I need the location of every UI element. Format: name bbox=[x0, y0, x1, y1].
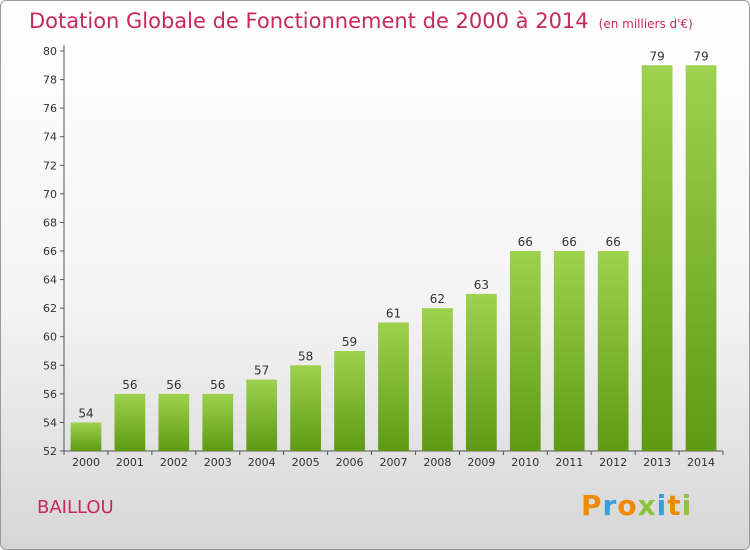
commune-name: BAILLOU bbox=[37, 497, 114, 518]
bars bbox=[70, 65, 717, 452]
x-tick-label: 2008 bbox=[423, 456, 451, 469]
bar-2003 bbox=[202, 393, 234, 451]
logo-letter: i bbox=[681, 489, 693, 522]
y-tick-label: 70 bbox=[43, 188, 57, 201]
bar-2005 bbox=[290, 365, 322, 451]
bar-2010 bbox=[509, 251, 541, 451]
bar-2007 bbox=[378, 322, 409, 451]
data-label: 56 bbox=[122, 378, 137, 392]
chart-subtitle: (en milliers d'€) bbox=[598, 17, 693, 31]
bar-2008 bbox=[422, 308, 453, 451]
bar-2000 bbox=[70, 422, 102, 451]
logo-letter: o bbox=[617, 489, 638, 522]
y-tick-label: 52 bbox=[43, 445, 57, 458]
x-tick-label: 2013 bbox=[643, 456, 671, 469]
y-tick-label: 76 bbox=[43, 102, 57, 115]
logo-letter: x bbox=[637, 489, 657, 522]
x-tick-label: 2014 bbox=[687, 456, 715, 469]
y-tick-label: 78 bbox=[43, 74, 57, 87]
data-label: 58 bbox=[298, 349, 313, 363]
y-tick-label: 64 bbox=[43, 274, 57, 287]
data-label: 66 bbox=[518, 235, 533, 249]
data-label: 62 bbox=[430, 292, 445, 306]
y-tick-label: 80 bbox=[43, 45, 57, 58]
logo-letter: i bbox=[656, 489, 668, 522]
data-label: 66 bbox=[562, 235, 577, 249]
y-tick-label: 68 bbox=[43, 216, 57, 229]
y-tick-label: 72 bbox=[43, 159, 57, 172]
data-label: 56 bbox=[210, 378, 225, 392]
chart-title-text: Dotation Globale de Fonctionnement de 20… bbox=[29, 9, 589, 33]
x-tick-label: 2003 bbox=[204, 456, 232, 469]
data-label: 79 bbox=[693, 49, 708, 63]
data-label: 63 bbox=[474, 278, 489, 292]
x-axis: 2000 2001 2002 2003 2004 2005 2006 2007 2008 2009… bbox=[63, 450, 724, 469]
y-tick-label: 66 bbox=[43, 245, 57, 258]
x-tick-label: 2010 bbox=[511, 456, 539, 469]
data-label: 54 bbox=[78, 406, 93, 420]
bar-2002 bbox=[158, 393, 190, 451]
logo-letter: r bbox=[602, 489, 618, 522]
data-label: 57 bbox=[254, 364, 269, 378]
bar-2004 bbox=[246, 379, 278, 451]
x-tick-label: 2006 bbox=[336, 456, 364, 469]
y-tick-label: 56 bbox=[43, 388, 57, 401]
bar-2001 bbox=[114, 393, 146, 451]
data-label: 59 bbox=[342, 335, 357, 349]
data-label: 66 bbox=[606, 235, 621, 249]
x-tick-label: 2000 bbox=[72, 456, 100, 469]
data-labels: 54 56 56 56 57 58 59 61 62 63 66 66 66 79 79 bbox=[78, 49, 708, 420]
x-tick-label: 2001 bbox=[116, 456, 144, 469]
y-tick-label: 74 bbox=[43, 131, 57, 144]
y-tick-label: 60 bbox=[43, 331, 57, 344]
bar-2006 bbox=[334, 351, 365, 451]
y-tick-label: 58 bbox=[43, 359, 57, 372]
data-label: 79 bbox=[649, 49, 664, 63]
bar-2014 bbox=[685, 65, 717, 452]
y-tick-label: 62 bbox=[43, 302, 57, 315]
proxiti-logo[interactable]: Proxiti bbox=[581, 489, 692, 522]
data-label: 56 bbox=[166, 378, 181, 392]
y-axis: 52 54 56 58 60 62 64 66 68 70 72 74 76 78 80 bbox=[43, 45, 65, 458]
x-tick-label: 2011 bbox=[555, 456, 583, 469]
bar-2009 bbox=[465, 293, 497, 451]
logo-letter: t bbox=[667, 489, 682, 522]
x-tick-label: 2009 bbox=[467, 456, 495, 469]
x-tick-label: 2012 bbox=[599, 456, 627, 469]
x-tick-label: 2007 bbox=[380, 456, 408, 469]
logo-letter: P bbox=[581, 489, 603, 522]
x-tick-label: 2004 bbox=[248, 456, 276, 469]
bar-2011 bbox=[553, 251, 585, 451]
bar-2012 bbox=[597, 251, 629, 451]
x-tick-label: 2005 bbox=[292, 456, 320, 469]
bar-2013 bbox=[641, 65, 673, 452]
data-label: 61 bbox=[386, 306, 401, 320]
x-tick-label: 2002 bbox=[160, 456, 188, 469]
y-tick-label: 54 bbox=[43, 416, 57, 429]
chart-title: Dotation Globale de Fonctionnement de 20… bbox=[29, 9, 693, 33]
